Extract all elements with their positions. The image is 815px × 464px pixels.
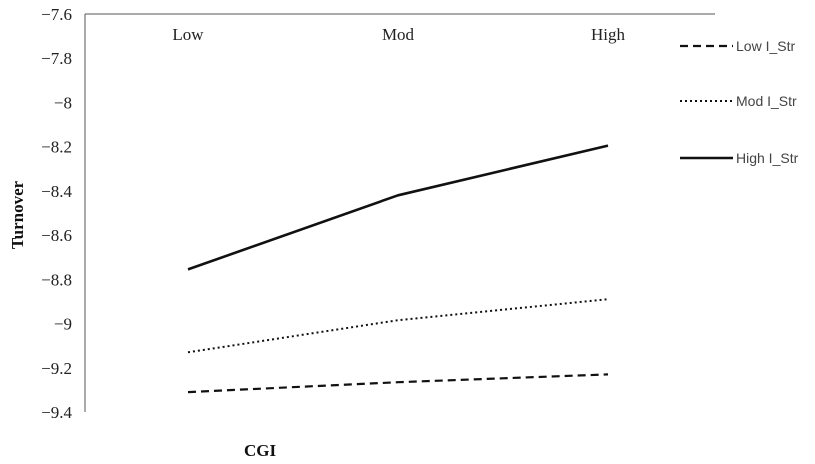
x-category-label: Mod bbox=[382, 25, 415, 44]
y-tick-label: −7.6 bbox=[41, 5, 72, 24]
y-tick-label: −8.4 bbox=[41, 182, 72, 201]
y-tick-label: −7.8 bbox=[41, 49, 72, 68]
x-axis-title: CGI bbox=[244, 441, 277, 460]
y-tick-labels: −7.6 −7.8 −8 −8.2 −8.4 −8.6 −8.8 −9 −9.2 −9.4 bbox=[41, 5, 72, 422]
series-line-low-i-str bbox=[187, 373, 609, 394]
y-tick-label: −9.4 bbox=[41, 403, 72, 422]
y-tick-label: −8.2 bbox=[41, 138, 72, 157]
y-axis-title: Turnover bbox=[8, 180, 27, 249]
category-labels: Low Mod High bbox=[172, 25, 625, 44]
series-lines bbox=[187, 144, 609, 394]
axes bbox=[84, 13, 715, 412]
y-tick-label: −9.2 bbox=[41, 359, 72, 378]
x-category-label: Low bbox=[172, 25, 204, 44]
series-line-mod-i-str bbox=[187, 298, 609, 354]
legend-label: High I_Str bbox=[736, 150, 799, 166]
legend-label: Low I_Str bbox=[736, 38, 795, 54]
y-tick-label: −9 bbox=[54, 315, 72, 334]
legend: Low I_Str Mod I_Str High I_Str bbox=[680, 38, 799, 166]
x-category-label: High bbox=[591, 25, 626, 44]
series-line-high-i-str bbox=[187, 144, 609, 271]
y-tick-label: −8 bbox=[54, 93, 72, 112]
legend-label: Mod I_Str bbox=[736, 93, 797, 109]
y-tick-label: −8.8 bbox=[41, 270, 72, 289]
y-tick-label: −8.6 bbox=[41, 226, 72, 245]
